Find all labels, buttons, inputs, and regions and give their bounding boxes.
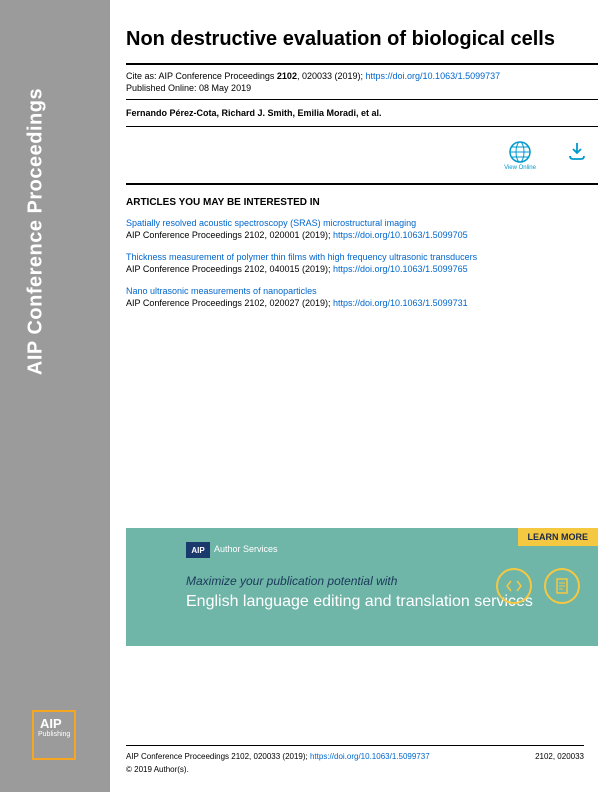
related-cite-prefix: AIP Conference Proceedings [126,264,244,274]
aip-logo-text: AIP [34,712,74,731]
related-cite-suffix: , 020027 (2019); [264,298,333,308]
published-date: Published Online: 08 May 2019 [126,83,598,93]
ad-aip-badge: AIP [186,542,210,558]
related-cite-volume: 2102 [244,264,264,274]
related-cite-volume: 2102 [244,230,264,240]
related-citation: AIP Conference Proceedings 2102, 020001 … [126,230,598,240]
footer-copyright: © 2019 Author(s). [126,765,584,774]
ad-author-services-label: Author Services [214,544,278,554]
aip-logo-subtext: Publishing [34,731,74,738]
footer-divider [126,745,584,746]
download-icon [566,141,588,163]
ad-icons-group [496,568,580,604]
related-title-link[interactable]: Nano ultrasonic measurements of nanopart… [126,286,598,296]
related-article: Nano ultrasonic measurements of nanopart… [126,286,598,308]
ad-banner[interactable]: LEARN MORE AIP Author Services Maximize … [126,528,598,646]
related-doi-link[interactable]: https://doi.org/10.1063/1.5099765 [333,264,468,274]
related-citation: AIP Conference Proceedings 2102, 040015 … [126,264,598,274]
authors: Fernando Pérez-Cota, Richard J. Smith, E… [126,108,598,118]
related-article: Thickness measurement of polymer thin fi… [126,252,598,274]
related-doi-link[interactable]: https://doi.org/10.1063/1.5099705 [333,230,468,240]
footer-cite-left: AIP Conference Proceedings 2102, 020033 … [126,752,430,761]
sidebar: AIP Conference Proceedings AIP Publishin… [0,0,110,792]
footer-doi-link[interactable]: https://doi.org/10.1063/1.5099737 [310,752,430,761]
cite-prefix: Cite as: AIP Conference Proceedings [126,71,277,81]
related-cite-prefix: AIP Conference Proceedings [126,298,244,308]
footer-citation-line: AIP Conference Proceedings 2102, 020033 … [126,752,584,761]
footer-cite-volume: 2102 [231,752,249,761]
related-title-link[interactable]: Thickness measurement of polymer thin fi… [126,252,598,262]
related-cite-suffix: , 020001 (2019); [264,230,333,240]
aip-publishing-logo: AIP Publishing [32,710,76,760]
footer-cite-prefix: AIP Conference Proceedings [126,752,231,761]
code-icon [496,568,532,604]
related-cite-volume: 2102 [244,298,264,308]
divider [126,183,598,185]
related-heading: ARTICLES YOU MAY BE INTERESTED IN [126,197,598,208]
related-doi-link[interactable]: https://doi.org/10.1063/1.5099731 [333,298,468,308]
related-cite-suffix: , 040015 (2019); [264,264,333,274]
action-icons-row: View Online [126,133,598,175]
footer-cite-suffix: , 020033 (2019); [249,752,310,761]
divider [126,63,598,65]
journal-name: AIP Conference Proceedings [25,88,48,375]
related-cite-prefix: AIP Conference Proceedings [126,230,244,240]
view-online-button[interactable]: View Online [504,141,536,171]
divider [126,99,598,100]
related-citation: AIP Conference Proceedings 2102, 020027 … [126,298,598,308]
cite-suffix: , 020033 (2019); [297,71,366,81]
paper-title: Non destructive evaluation of biological… [126,28,598,51]
divider [126,126,598,127]
globe-icon [509,141,531,163]
doi-link[interactable]: https://doi.org/10.1063/1.5099737 [366,71,501,81]
related-title-link[interactable]: Spatially resolved acoustic spectroscopy… [126,218,598,228]
footer-volume-right: 2102, 020033 [535,752,584,761]
footer: AIP Conference Proceedings 2102, 020033 … [118,739,598,774]
cite-volume: 2102 [277,71,297,81]
related-article: Spatially resolved acoustic spectroscopy… [126,218,598,240]
citation-line: Cite as: AIP Conference Proceedings 2102… [126,71,598,81]
download-button[interactable] [566,141,588,171]
document-icon [544,568,580,604]
view-online-label: View Online [504,165,536,171]
main-content: Non destructive evaluation of biological… [118,0,612,792]
